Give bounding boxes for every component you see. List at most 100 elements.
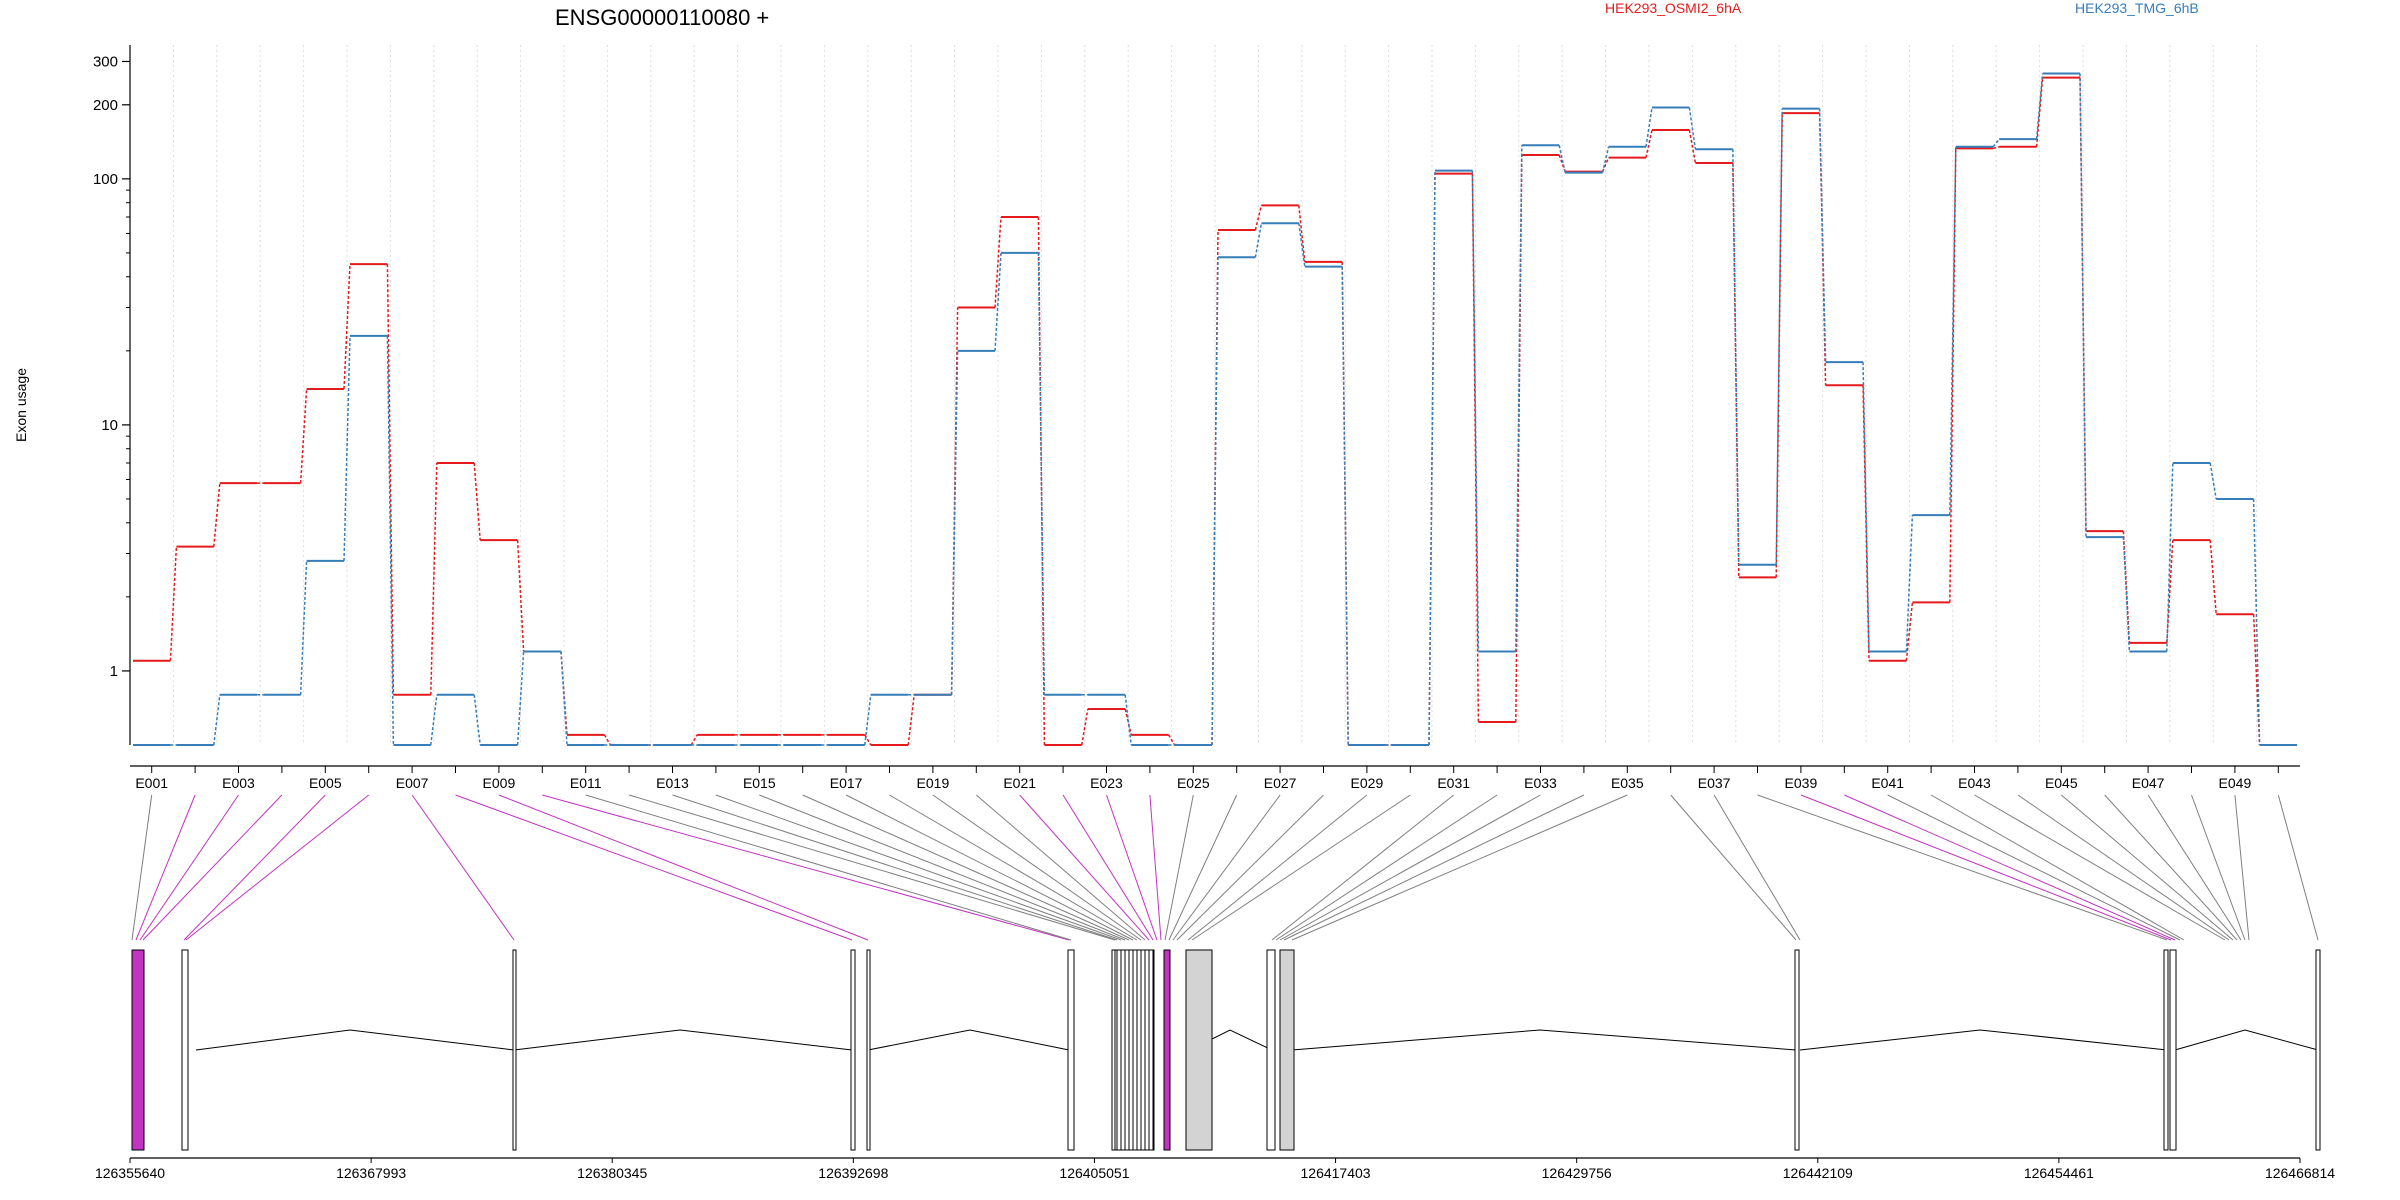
x-tick-label: E021 [1003,775,1036,791]
series-connector [1949,148,1957,603]
series-connector [1601,157,1610,172]
intron-line [195,1029,515,1051]
series-lines [133,72,2297,746]
x-tick-label: E007 [396,775,429,791]
series-connector [603,734,612,746]
exon-connector [932,794,1142,941]
exon-connector [185,794,370,941]
series-connector [343,335,351,561]
x-tick-label: E001 [135,775,168,791]
series-connector [1732,149,1740,565]
series-connector [1905,515,1914,652]
exon-connector [2191,794,2246,941]
exon-connector [2104,794,2238,941]
series-connector [2079,73,2087,538]
x-tick-label: E003 [222,775,255,791]
series-connector [1688,129,1697,164]
intron-line [1291,1029,1797,1051]
series-connector [1775,113,1783,578]
exon-connector [131,794,153,941]
y-tick-label: 100 [93,171,118,188]
series-connector [1254,223,1263,258]
exon-connector [2017,794,2230,941]
series-connector [1298,223,1306,267]
exon-box-filled [1185,949,1213,1151]
series-connector [1037,216,1046,746]
series-connector [864,694,872,746]
exon-box [850,949,856,1151]
series-connector [430,694,438,746]
x-tick-label: E047 [2132,775,2165,791]
coord-tick-label: 126454461 [2024,1165,2094,1181]
x-tick-label: E041 [1871,775,1904,791]
exon-connector [498,794,869,941]
series-connector [1428,170,1436,746]
exon-box [1067,949,1075,1151]
series-connector [1471,170,1480,652]
exon-connector [1887,794,2181,941]
exon-connector [1149,794,1162,941]
x-tick-label: E011 [570,775,602,791]
series-connector [1515,145,1523,652]
series-connector [1688,107,1697,150]
series-connector [1992,138,2000,148]
coord-tick-label: 126355640 [95,1165,165,1181]
series-connector [1645,129,1653,158]
x-tick-label: E023 [1090,775,1123,791]
x-tick-label: E025 [1177,775,1210,791]
x-tick-label: E013 [656,775,689,791]
legend-label-tmg: HEK293_TMG_6hB [2075,0,2199,16]
coord-tick-label: 126442109 [1783,1165,1853,1181]
exon-connector [2234,794,2250,941]
exon-connector [845,794,1134,941]
exon-connector [1800,794,2172,941]
series-connector [299,560,308,695]
x-tick-label: E033 [1524,775,1557,791]
exon-connector [1168,794,1238,941]
exon-box [2315,949,2321,1151]
gene-model [131,949,2321,1151]
x-tick-label: E009 [483,775,516,791]
x-axis: E001 E003 E005 E007 E009 E011 E013 E015 E017 E019… [130,765,2300,791]
x-tick-label: E039 [1785,775,1818,791]
exon-connector [183,794,326,941]
exon-connector [889,794,1138,941]
series-connector [1081,708,1089,746]
x-tick-label: E045 [2045,775,2078,791]
series-connector [864,734,872,746]
exon-connector [1187,794,1368,941]
series-connector [560,651,568,746]
exon-box-filled [1279,949,1295,1151]
exon-connector [2060,794,2234,941]
series-connector [1254,205,1263,231]
exon-connector [802,794,1130,941]
exon-connector [1176,794,1324,941]
series-connector [1818,108,1827,363]
series-connector [994,252,1002,351]
y-axis-label: Exon usage [13,368,29,442]
exon-connector [2277,794,2319,941]
exon-connector [1279,794,1541,941]
series-connector [2209,540,2217,615]
series-connector [2166,462,2174,652]
intron-line [513,1029,853,1051]
exon-connector [1172,794,1281,941]
series-connector [169,546,178,661]
exon-connector [1283,794,1585,941]
x-tick-label: E015 [743,775,776,791]
exon-box [866,949,871,1151]
intron-line [2174,1029,2319,1051]
exon-connector [1844,794,2176,941]
x-tick-label: E017 [830,775,863,791]
exon-connector [585,794,1072,941]
exon-connector [1062,794,1154,941]
series-connector [1601,146,1610,173]
series-connector [430,462,438,695]
series-connector [2122,537,2131,652]
genomic-coordinate-axis: 126355640 126367993 126380345 126392698 1264… [95,1157,2335,1181]
y-tick-label: 10 [101,417,118,434]
series-connector [386,335,395,746]
exon-connector [1191,794,1411,941]
series-connector [299,388,308,484]
exon-connector [139,794,239,941]
